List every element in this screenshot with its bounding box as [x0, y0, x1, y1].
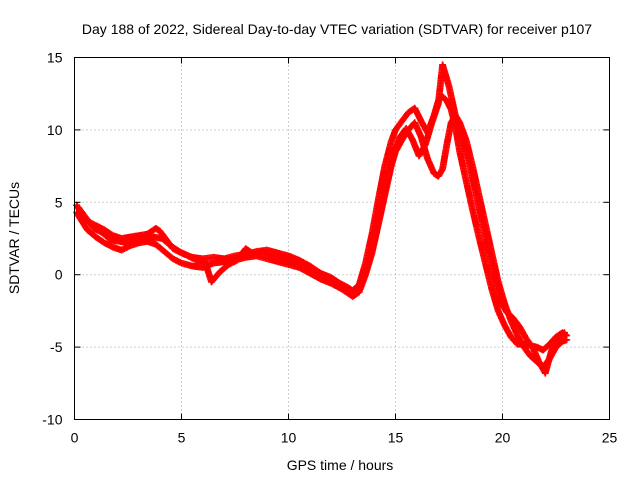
- data-point: [563, 336, 571, 344]
- x-tick-label: 25: [602, 430, 618, 446]
- y-axis-label: SDTVAR / TECUs: [6, 182, 22, 294]
- y-tick-label: -5: [50, 339, 63, 355]
- x-tick-label: 10: [281, 430, 297, 446]
- grid-lines: [74, 57, 610, 420]
- y-axis: -10 -5 0 5 10 15: [42, 50, 610, 428]
- data-point: [561, 329, 568, 337]
- y-tick-label: 5: [55, 194, 63, 210]
- y-tick-label: 0: [55, 267, 63, 283]
- x-tick-label: 15: [388, 430, 404, 446]
- plot-data: [73, 61, 571, 377]
- x-axis-label: GPS time / hours: [287, 457, 394, 473]
- y-tick-label: -10: [42, 412, 62, 428]
- y-tick-label: 10: [47, 122, 63, 138]
- y-tick-label: 15: [47, 50, 63, 66]
- x-axis: 0 5 10 15 20 25: [71, 57, 618, 446]
- x-tick-label: 5: [178, 430, 186, 446]
- x-tick-label: 0: [71, 430, 79, 446]
- chart-title: Day 188 of 2022, Sidereal Day-to-day VTE…: [82, 21, 592, 37]
- plot-frame: [74, 57, 610, 420]
- x-tick-label: 20: [495, 430, 511, 446]
- series-trace-c: [75, 61, 568, 377]
- series-trace-a: [73, 93, 571, 354]
